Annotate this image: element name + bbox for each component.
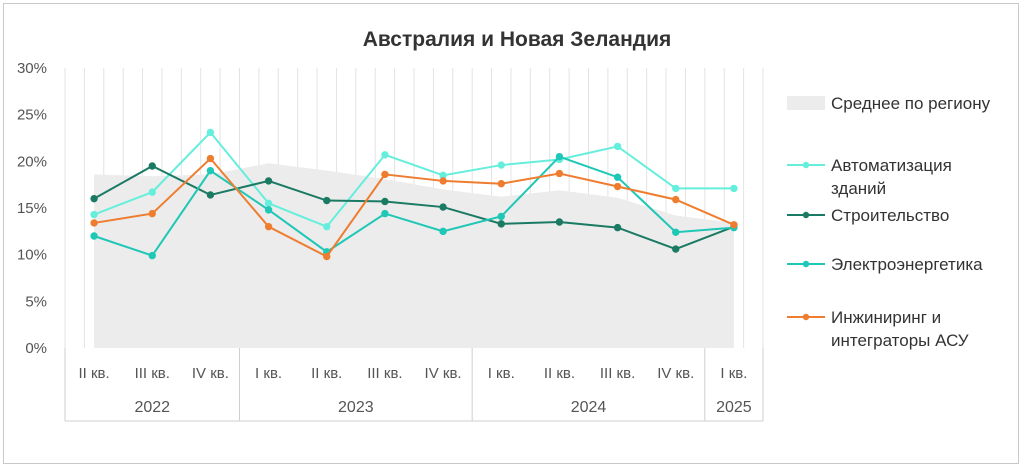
data-point [90, 232, 98, 240]
data-point [148, 188, 156, 196]
legend-label: Среднее по региону [831, 94, 991, 113]
y-tick-label: 0% [25, 340, 47, 357]
x-tick-label: IV кв. [657, 365, 694, 382]
data-point [264, 206, 273, 214]
y-tick-label: 30% [17, 60, 47, 77]
data-point [206, 128, 215, 137]
series-4 [90, 154, 738, 261]
x-tick-label: IV кв. [425, 365, 462, 382]
x-tick-label: III кв. [135, 365, 170, 382]
y-axis: 0% 5% 10% 15% 20% 25% 30% [17, 60, 47, 357]
legend-item: Строительство [787, 206, 949, 225]
chart-title: Австралия и Новая Зеландия [363, 28, 672, 51]
legend-label: Автоматизация [831, 156, 952, 175]
data-point [497, 161, 505, 169]
data-point [323, 222, 331, 231]
data-point [672, 195, 680, 204]
data-point [264, 222, 273, 231]
legend-label: интеграторы АСУ [831, 331, 969, 350]
data-point [613, 182, 622, 191]
data-point [555, 218, 564, 226]
y-tick-label: 15% [17, 200, 47, 217]
legend-item: Среднее по региону [787, 94, 991, 113]
data-point [497, 180, 505, 188]
data-point [90, 210, 98, 219]
data-point [613, 173, 622, 181]
data-point [381, 151, 389, 159]
x-tick-label: II кв. [311, 365, 342, 382]
year-label: 2022 [134, 399, 170, 416]
data-point [90, 194, 98, 203]
data-point [439, 227, 447, 236]
data-point [148, 162, 156, 170]
legend-label: Инжиниринг и [831, 308, 941, 327]
x-tick-label: II кв. [544, 365, 575, 382]
legend-marker [802, 260, 810, 268]
data-point [672, 228, 680, 236]
data-point [439, 203, 447, 211]
series-2 [90, 162, 738, 253]
data-point [381, 197, 389, 206]
series-line [93, 155, 734, 257]
data-point [323, 252, 331, 261]
series-lines [90, 128, 738, 261]
data-point [206, 154, 215, 163]
x-tick-label: II кв. [78, 365, 109, 382]
data-point [497, 212, 505, 221]
data-point [264, 199, 273, 208]
year-label: 2025 [716, 399, 752, 416]
y-tick-label: 25% [17, 107, 47, 124]
legend-swatch [787, 96, 825, 110]
data-point [730, 184, 738, 193]
x-tick-label: III кв. [600, 365, 635, 382]
year-label: 2023 [338, 399, 374, 416]
data-point [148, 209, 156, 218]
legend-item: Инжиниринг и интеграторы АСУ [787, 308, 969, 350]
legend-label: Электроэнергетика [831, 255, 983, 274]
series-line [93, 130, 734, 228]
x-tick-label: I кв. [720, 365, 747, 382]
x-tick-label: III кв. [367, 365, 402, 382]
data-point [613, 223, 622, 232]
data-point [206, 166, 215, 175]
data-point [323, 196, 331, 205]
x-tick-label: IV кв. [192, 365, 229, 382]
x-tick-label: I кв. [488, 365, 515, 382]
legend: Среднее по региону Автоматизация зданий Стр… [787, 94, 991, 350]
data-point [148, 251, 156, 260]
series-3 [90, 152, 738, 260]
series-line [93, 164, 735, 251]
y-tick-label: 20% [17, 153, 47, 170]
data-point [555, 169, 564, 178]
data-point [90, 219, 98, 227]
data-point [497, 220, 505, 228]
y-tick-label: 5% [25, 293, 47, 310]
data-point [439, 177, 447, 185]
data-point [613, 142, 622, 151]
data-point [206, 191, 215, 199]
legend-item: Автоматизация зданий [787, 156, 952, 198]
legend-marker [802, 161, 810, 169]
y-tick-label: 10% [17, 247, 47, 264]
data-point [730, 221, 738, 229]
legend-label: Строительство [831, 206, 949, 225]
legend-item: Электроэнергетика [787, 255, 983, 274]
x-axis: II кв. III кв. IV кв. I кв. II кв. III кв. IV … [64, 348, 764, 422]
x-tick-label: I кв. [255, 365, 282, 382]
legend-label: зданий [831, 179, 886, 198]
legend-marker [802, 313, 810, 321]
data-point [555, 152, 564, 161]
data-point [264, 177, 273, 185]
series-line [93, 157, 735, 258]
data-point [381, 209, 389, 218]
legend-marker [802, 211, 810, 219]
data-point [672, 245, 680, 253]
data-point [672, 184, 680, 193]
year-label: 2024 [571, 399, 607, 416]
data-point [381, 170, 389, 179]
